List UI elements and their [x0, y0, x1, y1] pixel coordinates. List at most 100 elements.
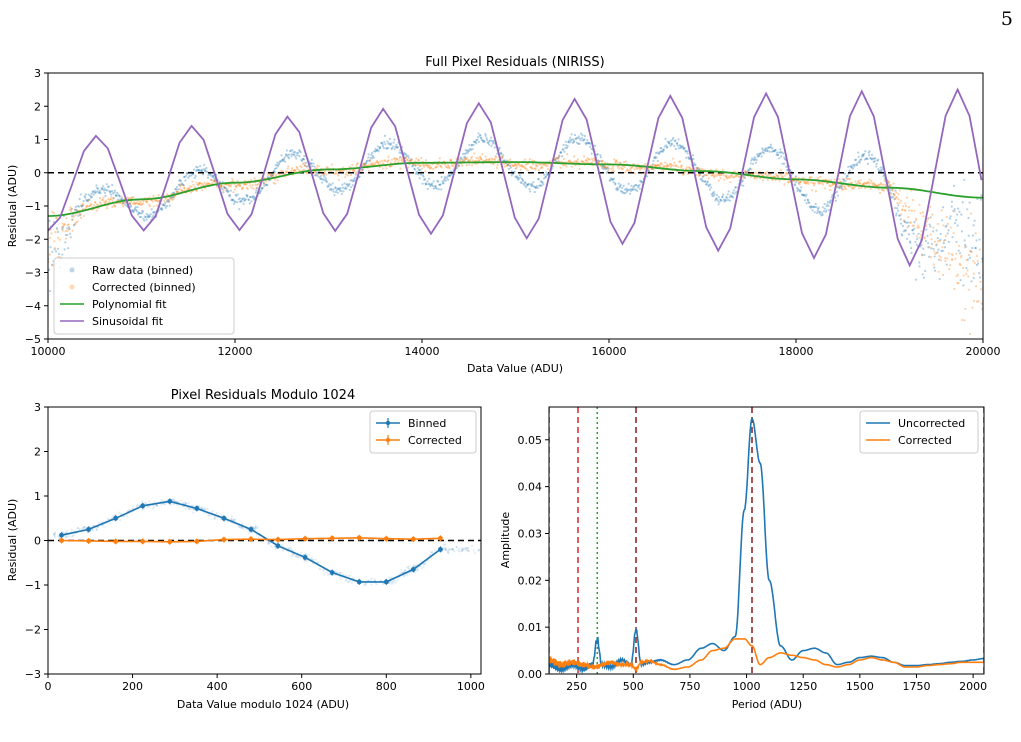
chart1-raw-point	[100, 188, 103, 191]
chart1-corrected-point	[223, 186, 226, 189]
chart1-corrected-point	[369, 158, 372, 162]
chart1-corrected-point	[585, 158, 588, 162]
chart1-raw-point	[282, 158, 286, 161]
chart1-corrected-point	[528, 158, 531, 161]
chart1-corrected-point	[181, 189, 184, 192]
chart1-corrected-point	[904, 209, 907, 212]
chart1-raw-point	[100, 186, 103, 190]
chart1-raw-point	[145, 212, 148, 216]
chart1-corrected-point	[677, 165, 680, 168]
chart1-corrected-point	[436, 165, 439, 168]
chart1-raw-point	[417, 166, 420, 170]
chart1-corrected-point	[87, 198, 90, 202]
chart1-raw-point	[234, 193, 237, 196]
chart1-raw-point	[620, 190, 624, 193]
chart1-corrected-point	[786, 172, 789, 175]
chart1-raw-point	[816, 209, 819, 212]
chart1-raw-point	[384, 142, 387, 146]
chart1-raw-point	[949, 215, 952, 218]
chart1-raw-point	[90, 195, 94, 199]
chart1-corrected-point	[936, 240, 940, 243]
chart1-corrected-point	[523, 158, 527, 161]
chart1-corrected-point	[750, 168, 753, 171]
chart1-raw-point	[426, 187, 429, 190]
chart1-corrected-point	[655, 164, 658, 167]
chart1-corrected-point	[755, 171, 758, 174]
chart1-raw-point	[539, 180, 542, 183]
chart1-raw-point	[416, 172, 419, 175]
chart1-raw-point	[966, 208, 969, 211]
chart1-raw-point	[754, 157, 757, 160]
chart1-corrected-point	[936, 222, 939, 226]
chart1-corrected-point	[479, 157, 483, 160]
chart1-corrected-point	[214, 180, 217, 183]
chart1-corrected-point	[908, 209, 911, 212]
chart1-raw-point	[628, 188, 631, 192]
chart1-raw-point	[979, 276, 982, 279]
chart1-corrected-point	[581, 161, 584, 164]
chart1-corrected-point	[531, 159, 534, 162]
chart1-raw-point	[945, 224, 948, 227]
chart1-raw-point	[584, 141, 587, 145]
chart1-raw-point	[845, 176, 848, 179]
chart1-raw-point	[447, 178, 450, 181]
chart1-raw-point	[679, 147, 683, 150]
chart1-corrected-point	[875, 184, 878, 187]
chart1-raw-point	[228, 193, 231, 196]
chart1-corrected-point	[273, 178, 277, 181]
chart1-raw-point	[674, 147, 677, 150]
chart1-corrected-point	[907, 215, 910, 219]
chart1-corrected-point	[424, 164, 428, 167]
chart1-raw-point	[855, 163, 859, 167]
chart1-raw-point	[389, 143, 392, 147]
chart1-raw-point	[449, 174, 452, 177]
chart1-corrected-point	[803, 181, 806, 184]
chart1-raw-point	[343, 187, 347, 190]
chart1-raw-point	[629, 187, 632, 191]
chart1-corrected-point	[808, 177, 811, 180]
chart1-raw-point	[395, 143, 398, 146]
chart1-corrected-point	[598, 160, 601, 163]
chart1-raw-point	[708, 188, 712, 191]
chart1-raw-point	[684, 150, 687, 153]
chart1-corrected-point	[669, 165, 672, 169]
chart1-corrected-point	[959, 256, 962, 259]
chart1-corrected-point	[623, 165, 626, 169]
chart1-raw-point	[537, 178, 540, 181]
chart1-raw-point	[696, 167, 699, 170]
chart1-corrected-point	[922, 215, 925, 218]
chart1-raw-point	[323, 175, 326, 178]
chart1-corrected-point	[735, 174, 738, 177]
chart1-raw-point	[468, 150, 471, 153]
chart1-raw-point	[533, 190, 536, 194]
chart1-corrected-point	[330, 163, 334, 166]
chart1-corrected-point	[238, 184, 241, 187]
chart1-raw-point	[662, 148, 665, 151]
chart1-corrected-point	[114, 205, 117, 208]
chart1-raw-point	[854, 158, 857, 162]
chart1-raw-point	[435, 187, 438, 190]
chart1-corrected-point	[373, 163, 376, 166]
chart1-raw-point	[84, 193, 88, 196]
chart1-corrected-point	[381, 159, 384, 162]
chart1-raw-point	[279, 160, 282, 163]
chart1-corrected-point	[638, 166, 641, 170]
chart1-raw-point	[703, 180, 706, 183]
chart1-raw-point	[464, 149, 467, 152]
chart1-raw-point	[651, 163, 654, 166]
chart1-raw-point	[954, 218, 958, 222]
chart1-raw-point	[539, 184, 542, 187]
chart1-raw-point	[517, 178, 520, 181]
chart1-corrected-point	[82, 203, 85, 207]
chart1-ytick-label: −4	[25, 300, 41, 313]
chart1-raw-point	[291, 149, 294, 152]
chart1-raw-point	[392, 141, 395, 144]
chart1-raw-point	[639, 179, 642, 183]
chart1-corrected-point	[535, 165, 538, 168]
chart1-raw-point	[69, 232, 72, 235]
chart1-raw-point	[131, 210, 135, 213]
chart1-raw-point	[726, 198, 730, 202]
chart1-corrected-point	[381, 162, 385, 165]
chart1-raw-point	[53, 248, 56, 251]
chart1-polynomial-fit	[48, 161, 983, 217]
